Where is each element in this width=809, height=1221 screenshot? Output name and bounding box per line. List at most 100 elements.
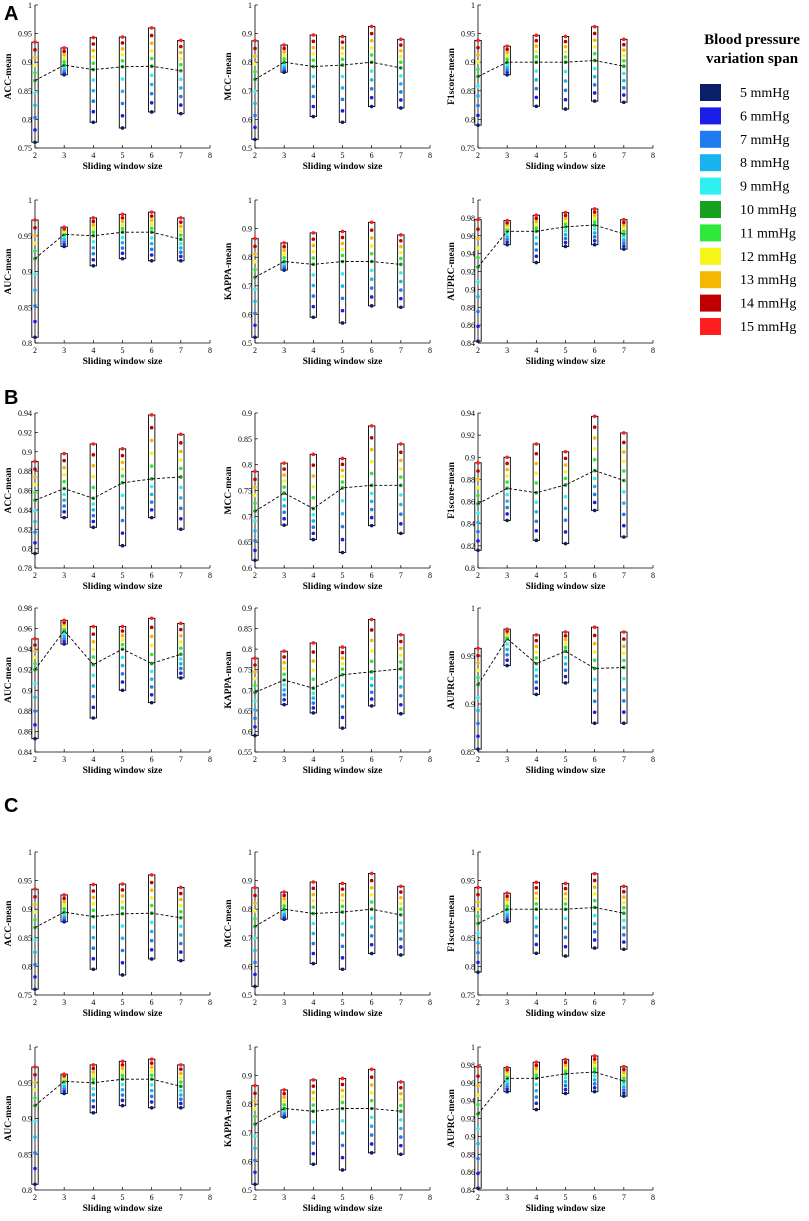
span-point (311, 1141, 316, 1145)
span-point (476, 227, 480, 231)
span-point (563, 944, 568, 949)
span-point (369, 1151, 374, 1155)
span-point (340, 524, 345, 529)
span-point (476, 960, 480, 965)
y-tick-label: 0.7 (242, 934, 252, 943)
y-tick-label: 0.9 (22, 58, 32, 67)
span-point (311, 1120, 316, 1124)
span-point (369, 268, 374, 273)
span-point (369, 942, 374, 947)
span-point (91, 42, 96, 46)
span-point (149, 669, 154, 674)
span-point (253, 548, 257, 553)
legend-swatch (700, 84, 721, 101)
span-point (534, 509, 539, 514)
x-tick-label: 7 (622, 346, 626, 355)
span-point (311, 668, 316, 672)
span-point (33, 695, 37, 700)
span-point (563, 1057, 568, 1062)
chart-A-AUPRC-mean: 0.84 0.86 0.88 0.9 0.92 0.94 0.96 0.98 1 2 3 4 5 6 7 8 S… (447, 196, 655, 367)
span-point (120, 506, 125, 510)
span-point (340, 480, 345, 484)
span-point (399, 913, 403, 917)
span-point (33, 681, 37, 686)
span-point (505, 57, 509, 61)
x-tick-label: 4 (91, 998, 95, 1007)
span-point (399, 74, 403, 78)
span-point (622, 71, 626, 76)
span-point (253, 960, 257, 965)
x-tick-label: 6 (593, 151, 597, 160)
span-point (149, 91, 154, 96)
span-point (622, 947, 626, 952)
span-point (62, 896, 66, 901)
span-point (149, 1073, 154, 1077)
span-point (253, 1083, 257, 1088)
span-point (592, 210, 597, 214)
span-point (33, 723, 37, 727)
span-point (369, 628, 374, 632)
span-point (505, 480, 509, 484)
span-point (592, 625, 597, 629)
span-point (120, 948, 125, 953)
span-point (563, 1075, 568, 1080)
x-tick-label: 5 (121, 151, 125, 160)
span-point (476, 1186, 480, 1191)
span-point (179, 1084, 183, 1089)
span-point (91, 513, 96, 518)
span-point (369, 1142, 374, 1146)
y-tick-label: 0.8 (465, 564, 475, 573)
legend-label: 10 mmHg (740, 203, 796, 218)
x-axis-label: Sliding window size (526, 766, 606, 776)
span-point (563, 674, 568, 679)
x-tick-label: 4 (534, 571, 538, 580)
x-tick-label: 8 (428, 571, 432, 580)
span-point (592, 1074, 597, 1078)
span-point (33, 140, 37, 145)
span-point (149, 693, 154, 697)
span-point (149, 508, 154, 512)
span-point (563, 463, 568, 467)
span-point (179, 38, 183, 43)
span-point (120, 543, 125, 548)
span-point (179, 897, 183, 902)
span-point (120, 89, 125, 94)
span-point (534, 241, 539, 246)
x-tick-label: 5 (341, 755, 345, 764)
span-point (311, 283, 316, 288)
y-axis-label: F1score-mean (447, 894, 457, 952)
span-point (563, 641, 568, 646)
x-axis-label: Sliding window size (303, 766, 383, 776)
span-point (282, 890, 286, 894)
span-point (311, 941, 316, 946)
span-point (149, 110, 154, 114)
span-point (534, 885, 539, 890)
legend-swatch (700, 318, 721, 335)
x-tick-label: 7 (179, 755, 183, 764)
span-point (253, 529, 257, 533)
span-point (179, 56, 183, 61)
span-point (179, 627, 183, 632)
x-tick-label: 6 (150, 346, 154, 355)
span-point (33, 895, 37, 899)
span-point (253, 38, 257, 43)
y-tick-label: 0.5 (242, 339, 252, 348)
span-point (282, 649, 286, 653)
x-tick-label: 4 (91, 755, 95, 764)
span-point (311, 641, 316, 645)
span-point (340, 253, 345, 258)
span-point (369, 244, 374, 248)
y-axis-label: AUPRC-mean (447, 650, 457, 709)
y-tick-label: 0.85 (18, 934, 32, 943)
x-tick-label: 7 (179, 151, 183, 160)
y-tick-label: 0.84 (461, 1186, 475, 1195)
span-point (179, 646, 183, 650)
span-point (399, 929, 403, 933)
x-tick-label: 5 (564, 755, 568, 764)
span-point (149, 880, 154, 885)
span-point (179, 246, 183, 250)
span-point (62, 479, 66, 484)
span-point (369, 436, 374, 440)
y-tick-label: 0.95 (461, 877, 475, 886)
y-axis-label: MCC-mean (224, 899, 234, 948)
